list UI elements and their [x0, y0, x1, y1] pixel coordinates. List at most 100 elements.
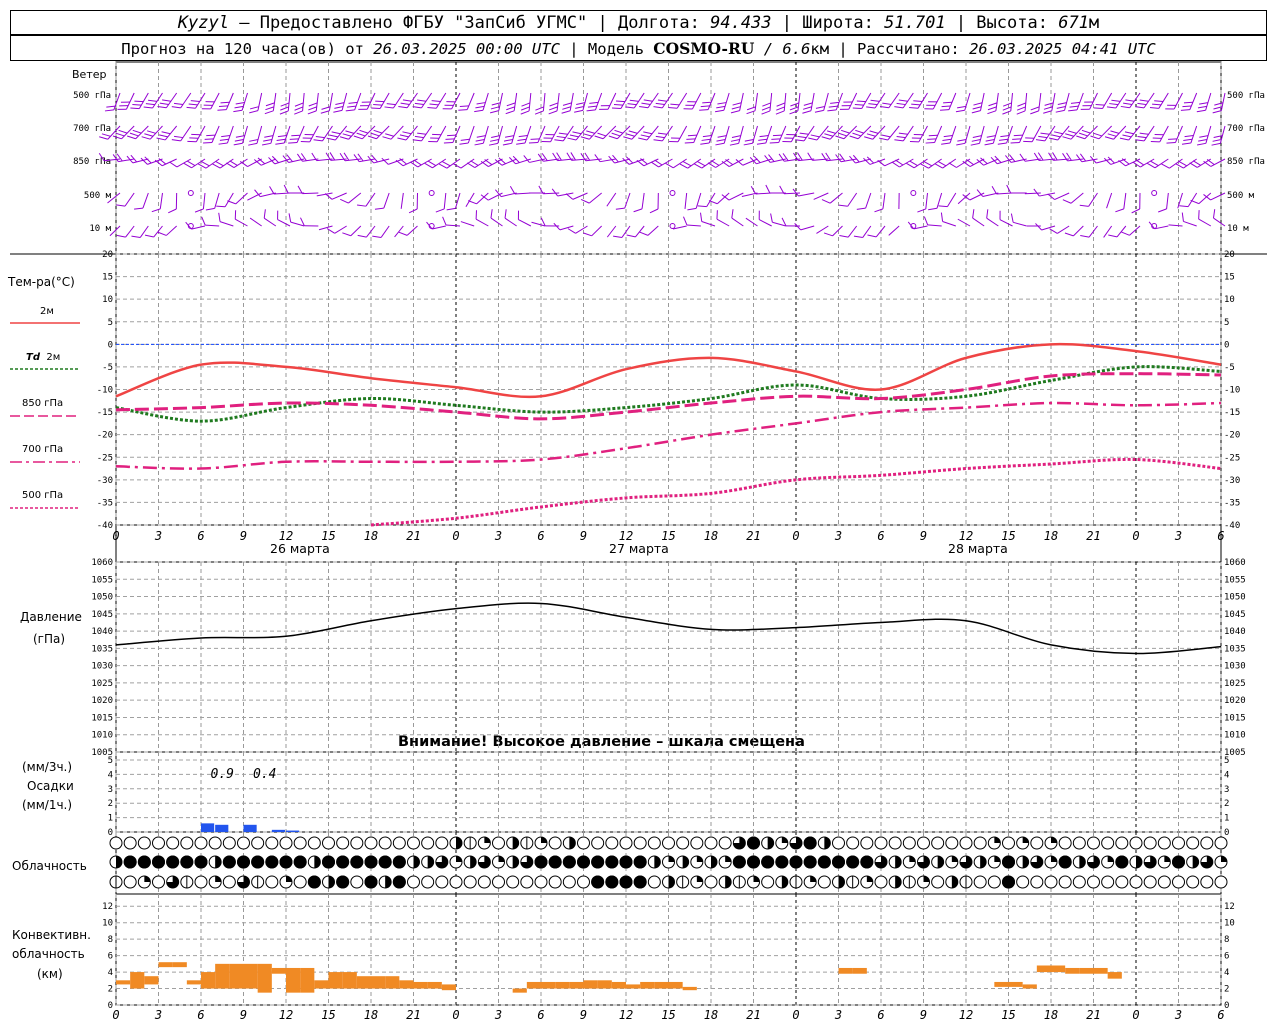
barb-feather — [881, 134, 891, 138]
barb-feather — [1023, 140, 1033, 143]
barb-feather — [104, 109, 114, 112]
convective-bar — [1036, 965, 1051, 973]
barb-feather — [194, 208, 204, 213]
barb-feather — [204, 138, 214, 140]
barb-staff — [445, 224, 461, 227]
wind-barb-icon — [474, 92, 489, 113]
wind-barb-icon — [234, 210, 248, 227]
cloud-threequarter — [1200, 856, 1213, 868]
barb-staff — [882, 192, 886, 209]
cloud-full — [619, 875, 633, 889]
convective-bar — [1065, 967, 1080, 974]
barb-feather — [1166, 142, 1176, 144]
model-res: 6.6 — [782, 40, 811, 58]
cloud-quarter — [725, 856, 732, 862]
barb-feather — [972, 209, 975, 219]
wind-barb-icon — [856, 192, 872, 210]
convective-bar — [371, 976, 386, 989]
cloud-cover-icon — [619, 875, 633, 889]
wind-barb-icon — [505, 92, 518, 115]
cloud-circle — [237, 836, 250, 850]
barb-feather — [852, 154, 860, 163]
barb-staff — [1070, 192, 1084, 204]
cloud-cover-icon — [279, 836, 293, 850]
barb-feather — [475, 210, 477, 220]
barb-staff — [1143, 125, 1155, 142]
wind-barb-icon — [580, 192, 602, 204]
barb-staff — [226, 125, 234, 144]
barb-feather — [1137, 135, 1147, 139]
wind-barb-icon — [247, 192, 262, 201]
cloud-circle — [874, 836, 888, 850]
barb-staff — [803, 125, 815, 142]
barb-staff — [1129, 92, 1141, 109]
temp-ytick-left: -40 — [97, 521, 113, 531]
barb-feather — [613, 104, 623, 106]
barb-feather — [1197, 142, 1206, 146]
temp-hour-label: 3 — [834, 529, 842, 543]
wind-barb-icon — [909, 92, 928, 109]
barb-feather — [212, 163, 221, 169]
cloud-cover-icon — [378, 836, 392, 850]
wind-barb-icon — [394, 225, 404, 238]
barb-staff — [1205, 125, 1212, 144]
pres-ytick-right: 1055 — [1224, 575, 1246, 585]
cloud-cover-icon — [548, 836, 562, 850]
cloud-cover-icon — [435, 855, 449, 869]
convective-bar — [413, 981, 428, 989]
cloud-quarter — [1022, 837, 1029, 843]
cloud-circle — [435, 875, 449, 889]
barb-feather — [1017, 102, 1026, 107]
barb-feather — [1110, 130, 1120, 134]
cloud-circle — [1143, 875, 1157, 889]
wind-barb-icon — [986, 209, 999, 227]
barb-feather — [541, 140, 551, 143]
prec-ytick-right: 1 — [1224, 814, 1229, 824]
wind-barb-icon — [1080, 225, 1098, 238]
barb-staff — [195, 92, 206, 109]
barb-staff — [1158, 92, 1169, 109]
wind-barb-icon — [649, 192, 659, 214]
barb-feather — [937, 161, 947, 167]
barb-staff — [348, 125, 362, 140]
cloud-circle — [152, 836, 165, 850]
barb-feather — [430, 137, 440, 139]
barb-staff — [1088, 192, 1098, 207]
wind-barb-icon — [756, 125, 773, 145]
prec-ytick-left: 3 — [108, 785, 113, 795]
barb-staff — [328, 92, 333, 111]
cloud-circle — [194, 836, 208, 850]
barb-staff — [585, 158, 602, 162]
barb-staff — [466, 92, 475, 110]
barb-feather — [129, 132, 139, 137]
conv-ytick-right: 12 — [1224, 902, 1235, 912]
barb-staff — [999, 219, 1013, 227]
cloud-cover-icon — [534, 855, 548, 869]
barb-staff — [432, 225, 446, 230]
wind-barb-icon — [116, 225, 135, 238]
wind-barb-icon — [186, 92, 206, 109]
wind-barb-icon — [639, 225, 659, 236]
barb-feather — [253, 159, 262, 166]
wind-barb-icon — [358, 92, 376, 110]
barb-feather — [1190, 199, 1200, 205]
cloud-cover-icon — [1044, 855, 1058, 869]
barb-staff — [728, 158, 744, 167]
barb-feather — [611, 107, 621, 110]
wind-barb-icon — [217, 92, 234, 111]
barb-feather — [171, 106, 181, 109]
cloud-quarter — [1107, 856, 1114, 862]
conv-hour-label: 21 — [1086, 1008, 1100, 1022]
barb-feather — [556, 152, 562, 161]
temp-ytick-right: 5 — [1224, 318, 1229, 328]
barb-feather — [474, 142, 484, 146]
barb-feather — [206, 134, 216, 137]
cloud-cover-icon — [208, 875, 222, 889]
barb-feather — [116, 204, 126, 207]
wind-barb-icon — [171, 125, 192, 142]
wind-barb-icon — [1158, 192, 1169, 213]
barb-feather — [725, 159, 734, 166]
barb-staff — [511, 125, 518, 144]
cloud-circle — [562, 875, 576, 889]
